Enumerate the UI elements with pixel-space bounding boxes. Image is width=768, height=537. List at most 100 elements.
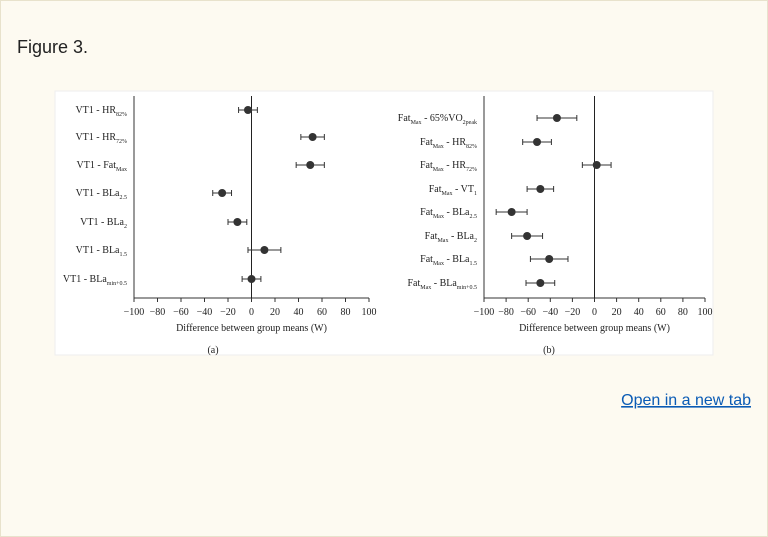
- x-tick-label: 100: [698, 307, 713, 318]
- subscript: 82%: [116, 112, 127, 118]
- x-tick-label: −40: [197, 307, 213, 318]
- point: [218, 189, 227, 197]
- point: [523, 232, 532, 240]
- subscript: 72%: [466, 167, 477, 173]
- text-part: - 65%VO: [422, 113, 463, 124]
- x-tick-label: 20: [612, 307, 622, 318]
- x-tick-label: 60: [317, 307, 327, 318]
- subscript: 1.5: [120, 252, 128, 258]
- x-tick-label: 80: [341, 307, 351, 318]
- x-tick-label: 0: [249, 307, 254, 318]
- point: [306, 161, 315, 169]
- subscript: 72%: [116, 139, 127, 145]
- subscript: Max: [437, 238, 448, 244]
- subscript: 1.5: [470, 261, 478, 267]
- point: [592, 161, 601, 169]
- y-tick-label: FatMax - BLamin+0.5: [407, 278, 477, 291]
- open-link[interactable]: Open in a new tab: [621, 392, 751, 409]
- x-tick-label: 20: [270, 307, 280, 318]
- x-tick-label: −80: [498, 307, 514, 318]
- y-tick-label: VT1 - HR72%: [75, 132, 127, 145]
- y-tick-label: VT1 - BLa2.5: [76, 188, 127, 201]
- subscript: 82%: [466, 144, 477, 150]
- text-part: Fat: [420, 207, 433, 218]
- x-tick-label: 60: [656, 307, 666, 318]
- text-part: Fat: [420, 160, 433, 171]
- point: [552, 114, 561, 122]
- text-part: - HR: [444, 160, 467, 171]
- text-part: - BLa: [448, 231, 474, 242]
- point: [247, 275, 256, 283]
- subscript: Max: [116, 167, 127, 173]
- x-tick-label: 80: [678, 307, 688, 318]
- text-part: - BLa: [444, 254, 470, 265]
- point: [533, 138, 542, 146]
- point: [308, 133, 317, 141]
- y-tick-label: VT1 - BLa1.5: [76, 245, 127, 258]
- open-link-text[interactable]: Open in a new tab: [621, 392, 751, 409]
- text-part: Fat: [429, 184, 442, 195]
- x-tick-label: −20: [220, 307, 236, 318]
- text-part: VT1 - BLa: [80, 217, 124, 228]
- text-part: VT1 - BLa: [76, 245, 120, 256]
- x-tick-label: −80: [150, 307, 166, 318]
- x-tick-label: −40: [542, 307, 558, 318]
- y-tick-label: FatMax - VT1: [429, 184, 477, 197]
- y-tick-label: VT1 - BLamin+0.5: [63, 274, 127, 287]
- x-tick-label: −100: [474, 307, 495, 318]
- subscript: 2peak: [463, 120, 477, 126]
- x-tick-label: 40: [294, 307, 304, 318]
- subscript: Max: [433, 214, 444, 220]
- subscript: 2.5: [470, 214, 478, 220]
- x-axis-label: Difference between group means (W): [176, 323, 327, 334]
- text-part: VT1 - BLa: [76, 188, 120, 199]
- x-tick-label: −100: [124, 307, 145, 318]
- x-tick-label: −60: [173, 307, 189, 318]
- point: [536, 279, 545, 287]
- y-tick-label: FatMax - HR82%: [420, 137, 477, 150]
- text-part: VT1 - HR: [75, 105, 116, 116]
- point: [233, 218, 242, 226]
- subscript: Max: [411, 120, 422, 126]
- x-tick-label: 40: [634, 307, 644, 318]
- y-tick-label: FatMax - BLa2: [425, 231, 477, 244]
- figure-title: Figure 3.: [17, 37, 88, 57]
- x-tick-label: −60: [520, 307, 536, 318]
- text-part: Fat: [407, 278, 420, 289]
- text-part: VT1 - Fat: [77, 160, 117, 171]
- text-part: Fat: [398, 113, 411, 124]
- y-tick-label: VT1 - FatMax: [77, 160, 127, 173]
- x-tick-label: 0: [592, 307, 597, 318]
- x-tick-label: 100: [362, 307, 377, 318]
- y-tick-label: FatMax - BLa2.5: [420, 207, 477, 220]
- subscript: Max: [433, 261, 444, 267]
- text-part: Fat: [420, 137, 433, 148]
- subscript: Max: [433, 144, 444, 150]
- subtitle: (a): [207, 345, 218, 356]
- text-part: - HR: [444, 137, 467, 148]
- subscript: 1: [474, 191, 477, 197]
- text-part: Fat: [425, 231, 438, 242]
- subscript: min+0.5: [457, 285, 477, 291]
- subscript: min+0.5: [107, 281, 127, 287]
- y-tick-label: FatMax - 65%VO2peak: [398, 113, 477, 126]
- x-tick-label: −20: [565, 307, 581, 318]
- text-part: VT1 - HR: [75, 132, 116, 143]
- subscript: Max: [442, 191, 453, 197]
- text-part: - BLa: [431, 278, 457, 289]
- point: [507, 208, 516, 216]
- point: [260, 246, 269, 254]
- text-part: Fat: [420, 254, 433, 265]
- y-tick-label: VT1 - BLa2: [80, 217, 127, 230]
- subscript: 2: [474, 238, 477, 244]
- subscript: 2: [124, 224, 127, 230]
- text-part: - BLa: [444, 207, 470, 218]
- text-part: VT1 - BLa: [63, 274, 107, 285]
- subscript: Max: [433, 167, 444, 173]
- subscript: Max: [420, 285, 431, 291]
- y-tick-label: FatMax - HR72%: [420, 160, 477, 173]
- point: [545, 255, 554, 263]
- text-part: - VT: [453, 184, 474, 195]
